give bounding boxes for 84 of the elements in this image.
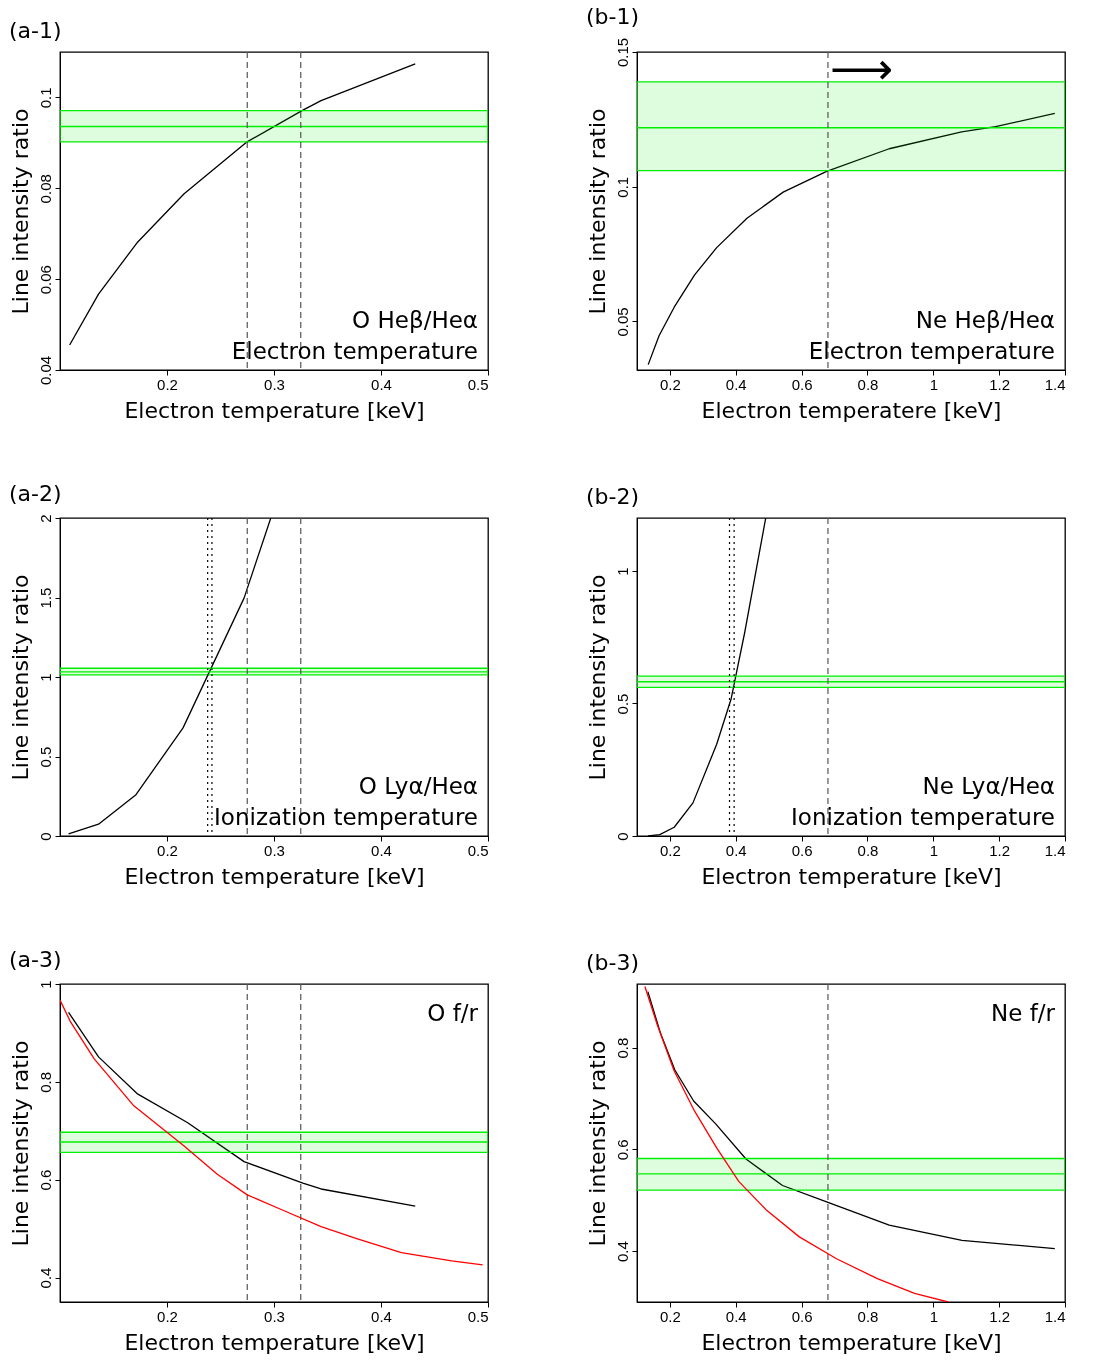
annotation: Ne Heβ/Heα	[915, 307, 1055, 333]
x-tick-label: 0.5	[467, 1307, 489, 1325]
y-axis-title: Line intensity ratio	[7, 108, 33, 315]
x-tick-label: 0.5	[467, 375, 489, 393]
y-axis-title: Line intensity ratio	[584, 574, 610, 781]
y-tick-label: 1.5	[36, 587, 54, 609]
x-tick-label: 0.4	[725, 841, 747, 859]
annotation: O f/r	[427, 1000, 479, 1026]
x-tick-label: 0.3	[264, 375, 285, 393]
x-axis-title: Electron temperature [keV]	[124, 397, 425, 423]
x-tick-label: 1.4	[1044, 1307, 1066, 1325]
annotation: Electron temperature	[231, 338, 478, 364]
x-tick-label: 1	[929, 841, 938, 859]
annotation: O Lyα/Heα	[358, 773, 478, 799]
y-tick-label: 2	[36, 514, 54, 523]
x-tick-label: 1.4	[1044, 841, 1066, 859]
y-tick-label: 0.04	[36, 355, 54, 386]
x-tick-label: 0.2	[157, 1307, 178, 1325]
y-tick-label: 0.6	[613, 1139, 631, 1161]
chart-title: (b-1)	[586, 4, 640, 30]
x-tick-label: 0.4	[725, 1307, 747, 1325]
x-tick-label: 1.2	[989, 1307, 1011, 1325]
y-tick-label: 0.08	[36, 174, 54, 204]
x-tick-label: 0.2	[157, 375, 178, 393]
y-tick-label: 1	[36, 673, 54, 682]
y-tick-label: 0.8	[613, 1037, 631, 1059]
annotation: Ionization temperature	[214, 804, 478, 830]
annotation: O Heβ/Heα	[352, 307, 478, 333]
y-axis-title: Line intensity ratio	[584, 1040, 610, 1247]
x-tick-label: 0.8	[857, 841, 879, 859]
y-tick-label: 1	[36, 980, 54, 989]
x-axis-title: Electron temperature [keV]	[124, 1329, 425, 1355]
chart-title: (b-3)	[586, 950, 640, 976]
y-tick-label: 0.1	[36, 87, 54, 109]
x-tick-label: 1.2	[989, 841, 1011, 859]
y-tick-label: 0.6	[36, 1169, 54, 1191]
y-tick-label: 0.06	[36, 265, 54, 295]
x-tick-label: 0.4	[725, 375, 747, 393]
y-tick-label: 0.15	[613, 37, 631, 68]
x-tick-label: 1.4	[1044, 375, 1066, 393]
x-tick-label: 0.8	[857, 1307, 879, 1325]
annotation: Ionization temperature	[791, 804, 1055, 830]
x-tick-label: 1	[929, 1307, 938, 1325]
annotation: Ne Lyα/Heα	[922, 773, 1055, 799]
x-tick-label: 0.6	[791, 375, 813, 393]
x-tick-label: 0.6	[791, 1307, 813, 1325]
x-tick-label: 0.2	[659, 375, 681, 393]
y-axis-title: Line intensity ratio	[7, 574, 33, 781]
x-axis-title: Electron temperature [keV]	[124, 863, 425, 889]
y-tick-label: 0.5	[36, 746, 54, 768]
x-tick-label: 0.4	[371, 841, 392, 859]
x-tick-label: 0.2	[659, 1307, 681, 1325]
y-tick-label: 0.4	[36, 1267, 54, 1289]
x-tick-label: 1.2	[989, 375, 1011, 393]
y-tick-label: 0	[36, 832, 54, 841]
x-tick-label: 0.4	[371, 375, 392, 393]
annotation: Ne f/r	[991, 1000, 1056, 1026]
annotation: ⟶	[829, 42, 894, 94]
x-tick-label: 0.8	[857, 375, 879, 393]
x-tick-label: 0.4	[371, 1307, 392, 1325]
x-tick-label: 1	[929, 375, 938, 393]
x-tick-label: 0.6	[791, 841, 813, 859]
y-tick-label: 1	[613, 567, 631, 576]
x-tick-label: 0.2	[659, 841, 681, 859]
x-axis-title: Electron temperatere [keV]	[701, 397, 1002, 423]
y-tick-label: 0	[613, 832, 631, 841]
y-axis-title: Line intensity ratio	[7, 1040, 33, 1247]
y-tick-label: 0.8	[36, 1071, 54, 1093]
y-axis-title: Line intensity ratio	[584, 108, 610, 315]
chart-title: (a-2)	[9, 480, 62, 506]
y-tick-label: 0.05	[613, 307, 631, 337]
y-tick-label: 0.1	[613, 176, 631, 198]
chart-title: (b-2)	[586, 484, 640, 510]
x-tick-label: 0.3	[264, 841, 285, 859]
y-tick-label: 0.5	[613, 693, 631, 715]
chart-title: (a-3)	[9, 946, 62, 972]
chart-title: (a-1)	[9, 18, 62, 44]
x-tick-label: 0.5	[467, 841, 489, 859]
x-tick-label: 0.2	[157, 841, 178, 859]
x-axis-title: Electron temperature [keV]	[701, 1329, 1002, 1355]
annotation: Electron temperature	[808, 338, 1055, 364]
x-axis-title: Electron temperature [keV]	[701, 863, 1002, 889]
y-tick-label: 0.4	[613, 1241, 631, 1263]
x-tick-label: 0.3	[264, 1307, 285, 1325]
